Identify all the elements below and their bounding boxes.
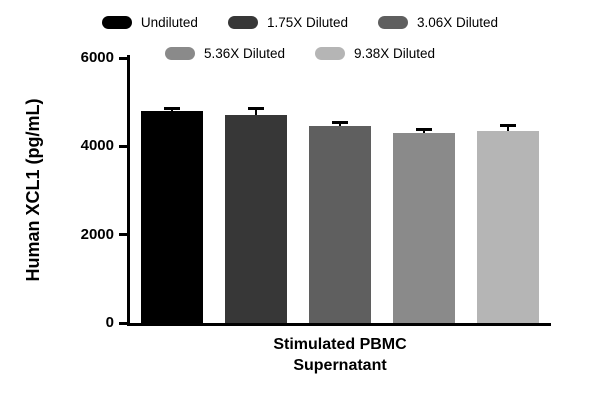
y-tick-label: 0 <box>105 314 114 331</box>
legend-label: 3.06X Diluted <box>417 14 499 30</box>
y-axis-line <box>127 55 130 326</box>
chart-legend: Undiluted 1.75X Diluted 3.06X Diluted 5.36… <box>0 12 600 74</box>
y-tick-mark <box>119 144 127 148</box>
legend-label: 5.36X Diluted <box>203 45 285 61</box>
legend-label: 9.38X Diluted <box>354 45 436 61</box>
y-tick-mark <box>119 321 127 325</box>
plot-area: 0 2000 4000 6000 <box>81 49 550 331</box>
error-bar-stem <box>255 108 257 116</box>
legend-swatch-icon <box>101 15 132 29</box>
y-axis-title: Human XCL1 (pg/mL) <box>23 98 43 282</box>
legend-item: 9.38X Diluted <box>315 46 435 61</box>
error-bar-cap <box>248 107 264 111</box>
bar-1-75x-diluted <box>225 115 287 323</box>
y-tick-mark <box>119 233 127 237</box>
bar-3-06x-diluted <box>309 126 371 323</box>
error-bar-cap <box>500 124 516 128</box>
y-tick-mark <box>119 56 127 60</box>
legend-swatch-icon <box>227 15 258 29</box>
legend-item: 1.75X Diluted <box>227 14 349 30</box>
legend-label: 1.75X Diluted <box>266 14 349 30</box>
error-bar-stem <box>423 129 425 133</box>
y-tick-label: 6000 <box>80 49 114 66</box>
bar-9-38x-diluted <box>477 131 539 323</box>
legend-label: Undiluted <box>140 14 198 30</box>
y-tick-label: 4000 <box>80 137 114 155</box>
legend-swatch-icon <box>378 15 409 29</box>
legend-item: 3.06X Diluted <box>378 15 498 30</box>
x-axis-title-line-1: Stimulated PBMC <box>273 336 407 353</box>
legend-item: 5.36X Diluted <box>164 45 285 61</box>
error-bar-stem <box>339 122 341 126</box>
bar-undiluted <box>141 111 203 323</box>
error-bar-cap <box>416 128 432 132</box>
legend-swatch-icon <box>315 46 345 60</box>
x-axis-title-line-2: Supernatant <box>293 357 387 374</box>
error-bar-stem <box>507 125 509 132</box>
error-bar-cap <box>164 107 180 111</box>
bar-5-36x-diluted <box>393 132 455 323</box>
legend-swatch-icon <box>164 46 195 60</box>
x-axis-title: Stimulated PBMC Supernatant <box>130 334 550 376</box>
y-tick-label: 2000 <box>80 225 114 243</box>
legend-row: Undiluted 1.75X Diluted 3.06X Diluted <box>0 12 600 32</box>
x-axis-line <box>127 323 551 326</box>
legend-row: 5.36X Diluted 9.38X Diluted <box>0 43 600 63</box>
error-bar-cap <box>332 120 348 124</box>
legend-item: Undiluted <box>101 14 198 30</box>
